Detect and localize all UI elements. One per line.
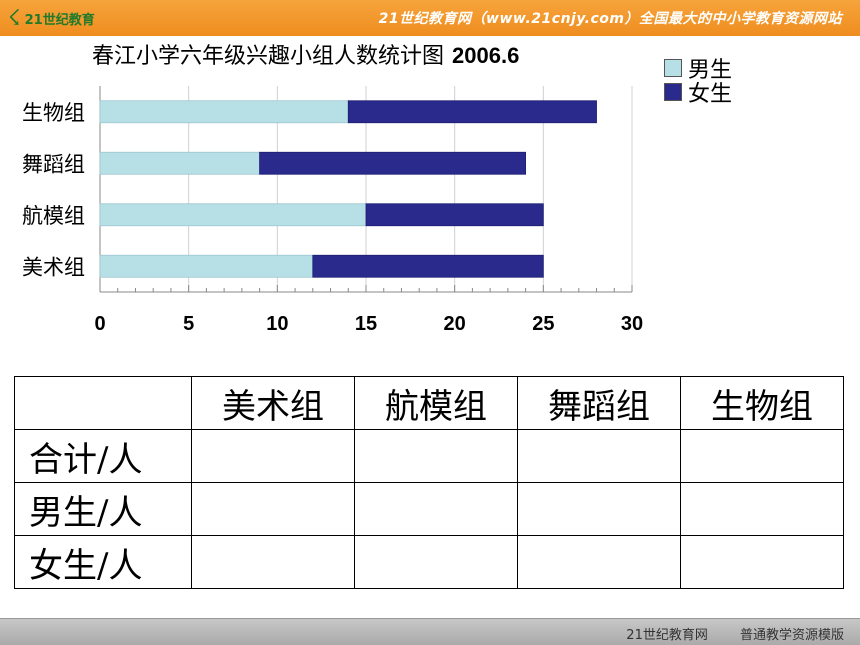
chart-title: 春江小学六年级兴趣小组人数统计图 bbox=[92, 44, 445, 69]
row-header-total: 合计/人 bbox=[14, 429, 192, 483]
row-header-boys: 男生/人 bbox=[14, 482, 192, 536]
x-tick-label: 30 bbox=[621, 313, 643, 335]
stats-table: 美术组 航模组 舞蹈组 生物组 合计/人 男生/人 女生/人 bbox=[14, 376, 844, 589]
table-cell[interactable] bbox=[191, 429, 355, 483]
chart-legend: 男生 女生 bbox=[664, 56, 732, 107]
x-tick-label: 25 bbox=[532, 313, 554, 335]
category-label: 航模组 bbox=[22, 204, 85, 228]
column-header: 航模组 bbox=[354, 376, 518, 430]
site-logo: ☇ 21世纪教育 bbox=[8, 4, 95, 32]
table-cell[interactable] bbox=[191, 482, 355, 536]
column-header: 生物组 bbox=[680, 376, 844, 430]
table-row: 女生/人 bbox=[14, 535, 844, 589]
chart-subtitle: 2006.6 bbox=[452, 43, 520, 68]
legend-item-girls: 女生 bbox=[664, 80, 732, 107]
header-bar: ☇ 21世纪教育 21世纪教育网（www.21cnjy.com）全国最大的中小学… bbox=[0, 0, 860, 36]
table-cell[interactable] bbox=[354, 482, 518, 536]
bar-segment bbox=[99, 254, 314, 278]
bar-segment bbox=[365, 203, 544, 227]
legend-swatch-girls bbox=[664, 83, 682, 101]
bar-segment bbox=[347, 100, 597, 124]
table-cell[interactable] bbox=[517, 429, 681, 483]
bar-segment bbox=[99, 151, 261, 175]
x-tick-label: 20 bbox=[444, 313, 466, 335]
header-tagline: 21世纪教育网（www.21cnjy.com）全国最大的中小学教育资源网站 bbox=[378, 11, 842, 27]
legend-item-boys: 男生 bbox=[664, 56, 732, 83]
bar-segment bbox=[259, 151, 527, 175]
x-tick-label: 5 bbox=[183, 313, 194, 335]
x-tick-label: 0 bbox=[94, 313, 105, 335]
table-cell[interactable] bbox=[517, 482, 681, 536]
row-header-girls: 女生/人 bbox=[14, 535, 192, 589]
table-cell[interactable] bbox=[191, 535, 355, 589]
table-cell[interactable] bbox=[517, 535, 681, 589]
table-corner-cell bbox=[14, 376, 192, 430]
category-label: 舞蹈组 bbox=[22, 152, 85, 176]
legend-label-boys: 男生 bbox=[688, 58, 733, 83]
table-header-row: 美术组 航模组 舞蹈组 生物组 bbox=[14, 376, 844, 430]
category-label: 生物组 bbox=[22, 101, 85, 125]
table-cell[interactable] bbox=[354, 535, 518, 589]
table-cell[interactable] bbox=[680, 535, 844, 589]
bar-segment bbox=[312, 254, 544, 278]
bar-segment bbox=[99, 100, 349, 124]
column-header: 舞蹈组 bbox=[517, 376, 681, 430]
bar-segment bbox=[99, 203, 367, 227]
table-row: 男生/人 bbox=[14, 482, 844, 536]
x-tick-label: 15 bbox=[355, 313, 377, 335]
table-cell[interactable] bbox=[680, 429, 844, 483]
table-cell[interactable] bbox=[354, 429, 518, 483]
x-tick-label: 10 bbox=[266, 313, 288, 335]
table-cell[interactable] bbox=[680, 482, 844, 536]
footer-right: 普通教学资源模版 bbox=[739, 628, 844, 643]
runner-logo-icon: ☇ bbox=[8, 5, 21, 31]
legend-swatch-boys bbox=[664, 59, 682, 77]
table-row: 合计/人 bbox=[14, 429, 844, 483]
legend-label-girls: 女生 bbox=[688, 82, 733, 107]
column-header: 美术组 bbox=[191, 376, 355, 430]
chart-title-row: 春江小学六年级兴趣小组人数统计图 2006.6 bbox=[92, 38, 519, 70]
category-label: 美术组 bbox=[22, 255, 85, 279]
footer-left: 21世纪教育网 bbox=[626, 628, 708, 643]
footer-text: 21世纪教育网 普通教学资源模版 bbox=[598, 624, 844, 643]
logo-text: 21世纪教育 bbox=[24, 12, 95, 28]
footer-bar: 21世纪教育网 普通教学资源模版 bbox=[0, 618, 860, 645]
